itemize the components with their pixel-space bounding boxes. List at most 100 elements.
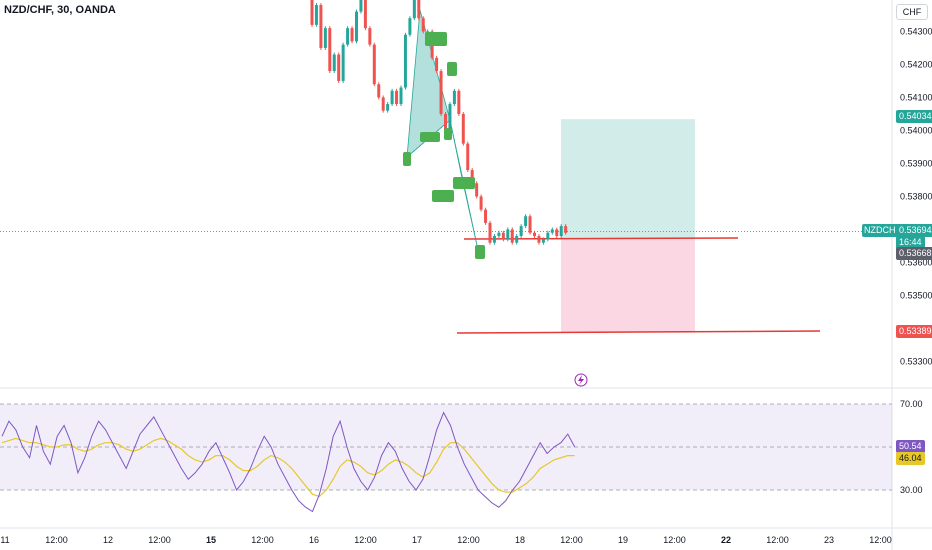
time-tick-label: 23 (824, 535, 834, 545)
time-tick-label: 12:00 (148, 535, 171, 545)
time-tick-label: 12:00 (45, 535, 68, 545)
candle-body (377, 84, 381, 98)
candle-body (559, 226, 563, 237)
candle-body (541, 239, 545, 243)
price-tick-label: 0.54300 (900, 26, 932, 36)
stop-price-tag: 0.53389 (896, 325, 932, 338)
candle-body (350, 28, 354, 42)
time-tick-label: 22 (721, 535, 731, 545)
candle-body (466, 143, 470, 171)
last-price-tag: 0.53694 (896, 224, 932, 237)
candle-body (408, 18, 412, 35)
rsi-ma-line (1, 437, 575, 498)
candle-body (515, 236, 519, 243)
price-tick-label: 0.54100 (900, 92, 932, 102)
candle-body (310, 0, 314, 25)
price-tick-label: 0.53900 (900, 158, 932, 168)
time-tick-label: 12:00 (663, 535, 686, 545)
candle-body (501, 232, 505, 240)
candle-body (381, 97, 385, 111)
candle-body (386, 104, 390, 111)
time-tick-label: 12:00 (869, 535, 892, 545)
time-tick-label: 12:00 (251, 535, 274, 545)
candle-body (399, 87, 403, 105)
candle-body (506, 229, 510, 240)
candle-body (359, 0, 363, 12)
pattern-point-label (453, 177, 475, 189)
pattern-point-label (475, 245, 485, 259)
candle-body (412, 0, 416, 19)
price-tick-label: 0.53600 (900, 257, 932, 267)
candle-body (435, 57, 439, 72)
price-tick-label: 0.54000 (900, 125, 932, 135)
time-tick-label: 16 (309, 535, 319, 545)
candle-body (524, 216, 528, 227)
candle-body (439, 71, 443, 114)
pattern-point-label (444, 128, 452, 140)
time-tick-label: 18 (515, 535, 525, 545)
stop-line (456, 330, 821, 334)
symbol-title[interactable]: NZD/CHF, 30, OANDA (4, 4, 116, 16)
candle-body (341, 44, 345, 81)
candle-body (457, 90, 461, 114)
time-tick-label: 12:00 (766, 535, 789, 545)
candle-body (546, 232, 550, 240)
candle-body (337, 54, 341, 81)
price-tick-label: 0.53800 (900, 191, 932, 201)
candle-body (403, 34, 407, 88)
candle-body (533, 232, 536, 237)
candle-body (328, 28, 332, 72)
target-zone (561, 119, 695, 240)
time-tick-label: 11 (0, 535, 9, 545)
time-tick-label: 12:00 (560, 535, 583, 545)
time-tick-label: 12 (103, 535, 113, 545)
entry-price-tag: 0.53668 (896, 247, 932, 260)
candle-body (461, 113, 465, 144)
rsi-tick-label: 30.00 (900, 485, 923, 495)
candle-body (346, 28, 350, 45)
support-line (463, 237, 739, 240)
candle-body (314, 5, 318, 25)
candle-body (390, 90, 394, 105)
pattern-point-label (403, 152, 411, 166)
candle-body (484, 209, 488, 223)
price-tick-label: 0.53300 (900, 356, 932, 366)
price-tick-label: 0.54200 (900, 59, 932, 69)
time-tick-label: 12:00 (354, 535, 377, 545)
candle-body (448, 104, 452, 131)
target-price-tag: 0.54034 (896, 110, 932, 123)
countdown-tag: 16:44 (896, 236, 925, 249)
candle-body (475, 183, 479, 197)
pattern-point-label (425, 32, 447, 46)
pattern-point-label (420, 132, 440, 142)
candle-body (479, 196, 483, 210)
candle-body (444, 113, 447, 131)
candle-body (519, 226, 523, 237)
rsi-ma-tag: 46.04 (896, 452, 925, 465)
candle-body (417, 0, 421, 19)
candle-body (488, 222, 492, 243)
candle-body (355, 11, 358, 42)
rsi-value-tag: 50.54 (896, 440, 925, 453)
rsi-tick-label: 70.00 (900, 399, 923, 409)
time-tick-label: 15 (206, 535, 216, 545)
candle-body (323, 28, 327, 48)
candle-body (510, 229, 514, 243)
candle-body (319, 5, 323, 48)
currency-button[interactable]: CHF (896, 4, 928, 20)
symbol-tag: NZDCHF (862, 224, 903, 237)
pattern-point-label (432, 190, 454, 202)
pattern-point-label (447, 62, 457, 76)
candle-body (421, 18, 425, 32)
candle-body (332, 54, 336, 72)
candle-body (363, 0, 367, 29)
candle-body (537, 236, 541, 243)
candle-body (555, 229, 559, 237)
candle-body (550, 229, 554, 233)
candle-body (395, 90, 399, 105)
lightning-icon (578, 375, 584, 385)
stop-zone (561, 240, 695, 333)
time-tick-label: 17 (412, 535, 422, 545)
candle-body (492, 236, 496, 243)
